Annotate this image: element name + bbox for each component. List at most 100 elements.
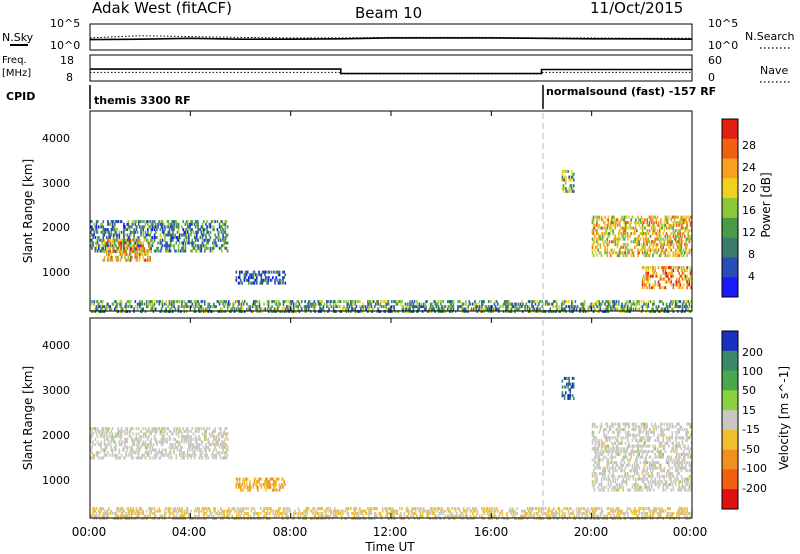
heatmap-cell <box>215 244 217 248</box>
heatmap-cell <box>102 246 105 250</box>
heatmap-cell <box>598 507 601 511</box>
heatmap-cell <box>373 512 376 515</box>
heatmap-cell <box>181 507 183 511</box>
heatmap-cell <box>264 307 266 311</box>
heatmap-cell <box>245 270 248 274</box>
heatmap-cell <box>109 443 111 447</box>
heatmap-cell <box>155 307 157 311</box>
heatmap-cell <box>412 512 415 515</box>
heatmap-cell <box>177 305 180 309</box>
heatmap-cell <box>507 305 509 309</box>
heatmap-cell <box>147 445 149 449</box>
heatmap-cell <box>303 509 305 513</box>
heatmap-cell <box>197 300 199 304</box>
heatmap-cell <box>662 302 664 306</box>
heatmap-cell <box>569 396 572 400</box>
heatmap-cell <box>457 307 459 311</box>
heatmap-cell <box>563 307 565 311</box>
heatmap-cell <box>112 250 115 254</box>
heatmap-cell <box>161 220 164 224</box>
heatmap-cell <box>451 305 453 309</box>
heatmap-cell <box>137 453 140 457</box>
heatmap-cell <box>565 385 567 389</box>
heatmap-cell <box>558 507 561 511</box>
heatmap-cell <box>145 435 148 439</box>
heatmap-cell <box>583 512 586 515</box>
heatmap-cell <box>612 305 614 309</box>
heatmap-cell <box>136 255 139 259</box>
heatmap-cell <box>649 218 652 222</box>
heatmap-cell <box>409 300 411 304</box>
heatmap-cell <box>357 509 360 513</box>
heatmap-cell <box>343 305 345 309</box>
heatmap-cell <box>92 512 94 515</box>
heatmap-cell <box>246 485 249 489</box>
heatmap-cell <box>592 463 595 467</box>
heatmap-cell <box>674 237 677 241</box>
heatmap-cell <box>251 305 254 309</box>
heatmap-cell <box>664 266 667 270</box>
heatmap-cell <box>273 270 275 274</box>
heatmap-cell <box>670 266 672 270</box>
heatmap-cell <box>600 254 603 258</box>
heatmap-cell <box>369 300 371 304</box>
heatmap-cell <box>426 300 428 304</box>
heatmap-cell <box>678 245 680 249</box>
heatmap-cell <box>264 273 266 277</box>
heatmap-cell <box>100 445 102 449</box>
heatmap-cell <box>568 189 570 193</box>
heatmap-cell <box>237 300 239 304</box>
heatmap-cell <box>214 445 216 449</box>
heatmap-cell <box>184 244 187 248</box>
heatmap-cell <box>174 507 176 511</box>
heatmap-cell <box>649 512 652 515</box>
heatmap-cell <box>159 233 162 237</box>
heatmap-cell <box>103 305 106 309</box>
heatmap-cell <box>314 302 317 306</box>
heatmap-cell <box>612 240 614 244</box>
heatmap-cell <box>300 300 303 304</box>
heatmap-cell <box>632 226 635 230</box>
heatmap-cell <box>307 307 310 311</box>
heatmap-cell <box>142 241 144 245</box>
heatmap-cell <box>125 258 127 262</box>
heatmap-cell <box>416 300 418 304</box>
heatmap-cell <box>567 305 570 309</box>
heatmap-cell <box>232 305 235 309</box>
heatmap-cell <box>161 451 164 455</box>
heatmap-cell <box>563 169 566 173</box>
heatmap-cell <box>176 445 179 449</box>
heatmap-cell <box>603 243 605 247</box>
heatmap-cell <box>209 249 212 253</box>
heatmap-cell <box>171 443 173 447</box>
heatmap-cell <box>615 251 618 255</box>
heatmap-cell <box>107 238 109 242</box>
heatmap-cell <box>294 512 296 515</box>
heatmap-cell <box>687 229 689 233</box>
heatmap-cell <box>657 507 660 511</box>
heatmap-cell <box>421 305 424 309</box>
heatmap-cell <box>150 300 152 304</box>
heatmap-cell <box>185 507 188 511</box>
heatmap-cell <box>676 302 678 306</box>
heatmap-cell <box>137 443 140 447</box>
heatmap-cell <box>110 509 113 513</box>
heatmap-cell <box>279 278 282 282</box>
heatmap-cell <box>177 509 180 513</box>
heatmap-cell <box>665 274 668 278</box>
heatmap-cell <box>181 233 183 237</box>
heatmap-cell <box>202 307 205 311</box>
heatmap-cell <box>277 270 280 274</box>
heatmap-cell <box>666 307 669 311</box>
heatmap-cell <box>400 300 402 304</box>
heatmap-cell <box>123 244 125 248</box>
heatmap-cell <box>298 302 301 306</box>
heatmap-cell <box>216 220 219 224</box>
heatmap-cell <box>125 451 127 455</box>
heatmap-cell <box>678 237 680 241</box>
heatmap-cell <box>386 300 388 304</box>
heatmap-cell <box>284 281 287 285</box>
heatmap-cell <box>660 307 662 311</box>
heatmap-cell <box>194 453 197 457</box>
heatmap-cell <box>593 466 596 470</box>
